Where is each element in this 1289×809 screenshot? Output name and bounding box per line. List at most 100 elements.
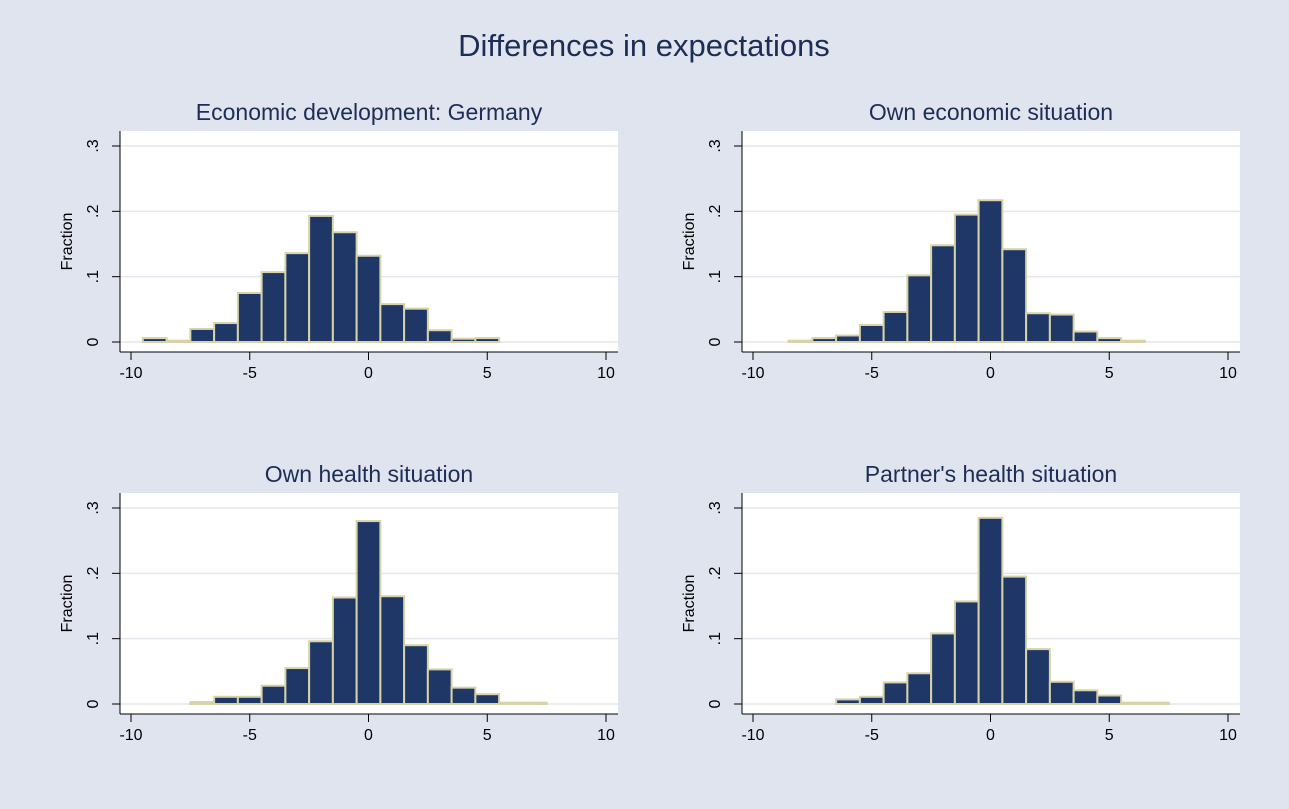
x-tick-label: 0 bbox=[986, 365, 995, 382]
bar bbox=[450, 337, 477, 344]
bar bbox=[1072, 689, 1099, 706]
bar bbox=[977, 199, 1004, 343]
bar bbox=[835, 334, 861, 344]
y-tick-label: 0 bbox=[707, 337, 724, 346]
bar bbox=[498, 701, 524, 706]
x-tick-label: -10 bbox=[741, 365, 764, 382]
bar bbox=[953, 600, 980, 706]
bar bbox=[930, 632, 956, 705]
x-tick-label: 5 bbox=[483, 727, 492, 744]
panel-title: Partner's health situation bbox=[865, 461, 1117, 487]
bar bbox=[835, 698, 861, 706]
bar bbox=[379, 303, 406, 343]
x-tick-label: -5 bbox=[865, 727, 879, 744]
y-tick-label: 0 bbox=[707, 699, 724, 708]
x-tick-label: -10 bbox=[741, 727, 764, 744]
y-tick-label: .3 bbox=[707, 501, 724, 514]
bar bbox=[236, 292, 263, 343]
x-tick-label: 10 bbox=[1219, 727, 1237, 744]
bar bbox=[1096, 337, 1123, 343]
bar bbox=[906, 274, 933, 343]
bar bbox=[213, 695, 239, 706]
bar bbox=[331, 596, 358, 705]
bar bbox=[260, 271, 287, 343]
y-tick-label: 0 bbox=[85, 337, 102, 346]
bar bbox=[1096, 694, 1123, 705]
x-tick-label: -5 bbox=[865, 365, 879, 382]
bar bbox=[882, 310, 909, 343]
bar bbox=[858, 324, 885, 344]
x-tick-label: -5 bbox=[243, 727, 257, 744]
bar bbox=[403, 307, 429, 343]
x-tick-label: -10 bbox=[119, 727, 142, 744]
bar bbox=[1048, 680, 1075, 706]
bar bbox=[811, 337, 838, 343]
x-tick-label: 5 bbox=[1105, 365, 1114, 382]
bar bbox=[355, 520, 382, 705]
bar bbox=[858, 695, 885, 706]
x-tick-label: 0 bbox=[986, 727, 995, 744]
y-tick-label: .3 bbox=[85, 501, 102, 514]
panel: Economic development: Germany Fraction 0 .1… bbox=[59, 99, 618, 382]
panel-title: Economic development: Germany bbox=[196, 99, 543, 125]
bar bbox=[474, 337, 501, 343]
y-tick-label: .2 bbox=[707, 567, 724, 580]
bar bbox=[426, 668, 453, 706]
bar bbox=[1143, 701, 1170, 706]
bar bbox=[165, 339, 192, 343]
y-tick-label: .2 bbox=[85, 567, 102, 580]
bar bbox=[1001, 248, 1028, 343]
bar bbox=[284, 667, 311, 705]
y-axis-label: Fraction bbox=[681, 213, 698, 271]
panel: Partner's health situation Fraction 0 .1 .2.… bbox=[681, 461, 1240, 744]
bar bbox=[141, 337, 168, 343]
x-tick-label: 10 bbox=[597, 365, 615, 382]
x-tick-label: 0 bbox=[364, 727, 373, 744]
bar bbox=[1025, 312, 1051, 343]
y-axis-label: Fraction bbox=[59, 575, 76, 633]
y-tick-label: .3 bbox=[85, 139, 102, 152]
bar bbox=[1120, 701, 1146, 706]
bar bbox=[521, 701, 548, 706]
bar bbox=[355, 254, 382, 343]
panel-title: Own economic situation bbox=[869, 99, 1113, 125]
panel: Own economic situation Fraction 0 .1 .2 .3 -10… bbox=[681, 99, 1240, 382]
y-tick-label: .2 bbox=[85, 205, 102, 218]
y-axis-label: Fraction bbox=[681, 575, 698, 633]
bar bbox=[308, 214, 334, 343]
bar bbox=[930, 244, 956, 344]
x-tick-label: -5 bbox=[243, 365, 257, 382]
bar bbox=[882, 681, 909, 706]
x-tick-label: 10 bbox=[597, 727, 615, 744]
bar bbox=[426, 329, 453, 343]
y-tick-label: 0 bbox=[85, 699, 102, 708]
bar bbox=[474, 693, 501, 706]
bar bbox=[1120, 339, 1146, 343]
y-tick-label: .1 bbox=[85, 270, 102, 283]
bar bbox=[379, 595, 406, 706]
y-tick-label: .1 bbox=[707, 270, 724, 283]
bar bbox=[977, 516, 1004, 705]
bar bbox=[1048, 313, 1075, 343]
y-tick-label: .1 bbox=[85, 632, 102, 645]
y-axis-label: Fraction bbox=[59, 213, 76, 271]
bar bbox=[260, 684, 287, 705]
panel-title: Own health situation bbox=[265, 461, 473, 487]
y-tick-label: .1 bbox=[707, 632, 724, 645]
bar bbox=[1001, 575, 1028, 705]
bar bbox=[236, 695, 263, 706]
bar bbox=[331, 231, 358, 344]
y-tick-label: .2 bbox=[707, 205, 724, 218]
bar bbox=[284, 252, 311, 343]
bar bbox=[189, 327, 216, 343]
bar bbox=[1072, 330, 1099, 343]
x-tick-label: 5 bbox=[1105, 727, 1114, 744]
bar bbox=[906, 672, 933, 706]
bar bbox=[403, 644, 429, 706]
bar bbox=[1025, 648, 1051, 705]
bar bbox=[189, 701, 216, 705]
x-tick-label: 0 bbox=[364, 365, 373, 382]
bar bbox=[450, 686, 477, 706]
